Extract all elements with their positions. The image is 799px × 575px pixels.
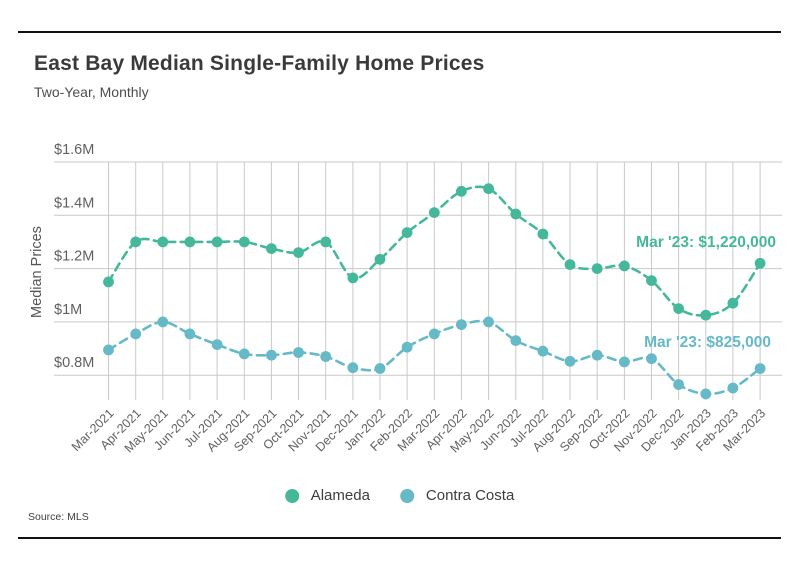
contra-costa-point [103,344,114,356]
alameda-point [700,309,712,321]
contra-costa-annotation: Mar '23: $825,000 [644,334,771,351]
alameda-point [374,253,386,265]
contra-costa-point [754,363,766,374]
alameda-point [320,236,332,248]
contra-costa-point [700,388,712,400]
top-divider [18,31,781,33]
source-note: Source: MLS [28,511,89,523]
alameda-point [591,263,603,274]
contra-costa-point [266,349,277,361]
contra-costa-point [320,351,332,362]
contra-costa-point [564,355,576,367]
alameda-point [157,236,169,248]
contra-costa-point [727,382,739,394]
alameda-point [456,185,467,197]
alameda-point [510,208,522,220]
contra-costa-point [347,362,359,374]
contra-costa-point [157,316,169,328]
alameda-annotation: Mar '23: $1,220,000 [636,234,776,251]
alameda-point [184,236,196,248]
alameda-point [754,257,766,269]
contra-costa-point [646,353,657,365]
alameda-point [293,247,304,258]
legend-label-alameda: Alameda [310,487,370,504]
contra-costa-point [619,356,630,368]
contra-costa-point [591,349,603,361]
y-tick-label: $0.8M [54,355,94,371]
contra-costa-point [483,316,494,328]
contra-costa-point [130,328,142,340]
y-tick-label: $1.6M [54,142,94,158]
chart-title: East Bay Median Single-Family Home Price… [34,52,485,75]
y-tick-label: $1.4M [54,195,94,211]
alameda-point [537,228,549,240]
contra-costa-point [238,348,250,360]
alameda-point [266,243,277,255]
alameda-point [238,236,250,248]
legend-item-alameda[interactable]: Alameda [284,487,370,504]
contra-costa-point [428,328,440,340]
legend-label-contra-costa: Contra Costa [425,487,515,504]
contra-costa-point [456,319,467,330]
alameda-point [347,272,359,284]
contra-costa-point [537,345,549,357]
y-tick-label: $1.2M [54,249,94,265]
contra-costa-point [184,328,196,340]
alameda-point [130,236,142,248]
chart-subtitle: Two-Year, Monthly [34,84,149,100]
alameda-point [619,260,630,272]
contra-costa-point [211,339,223,350]
alameda-point [727,297,739,309]
alameda-point [646,275,657,286]
alameda-series-swatch [284,488,299,503]
y-tick-label: $1M [54,302,82,318]
alameda-point [211,236,223,248]
contra-costa-point [673,379,684,390]
alameda-point [428,207,440,219]
legend-item-contra-costa[interactable]: Contra Costa [399,487,515,504]
contra-costa-point [510,335,522,346]
alameda-point [673,303,684,314]
alameda-point [483,183,494,195]
contra-costa-point [374,363,386,374]
chart-legend: Alameda Contra Costa [284,487,515,504]
contra-costa-series-swatch [399,488,414,503]
contra-costa-point [293,347,304,358]
alameda-point [103,276,114,288]
alameda-point [401,227,413,239]
bottom-divider [18,537,781,539]
alameda-point [564,259,576,270]
contra-costa-point [401,341,413,353]
